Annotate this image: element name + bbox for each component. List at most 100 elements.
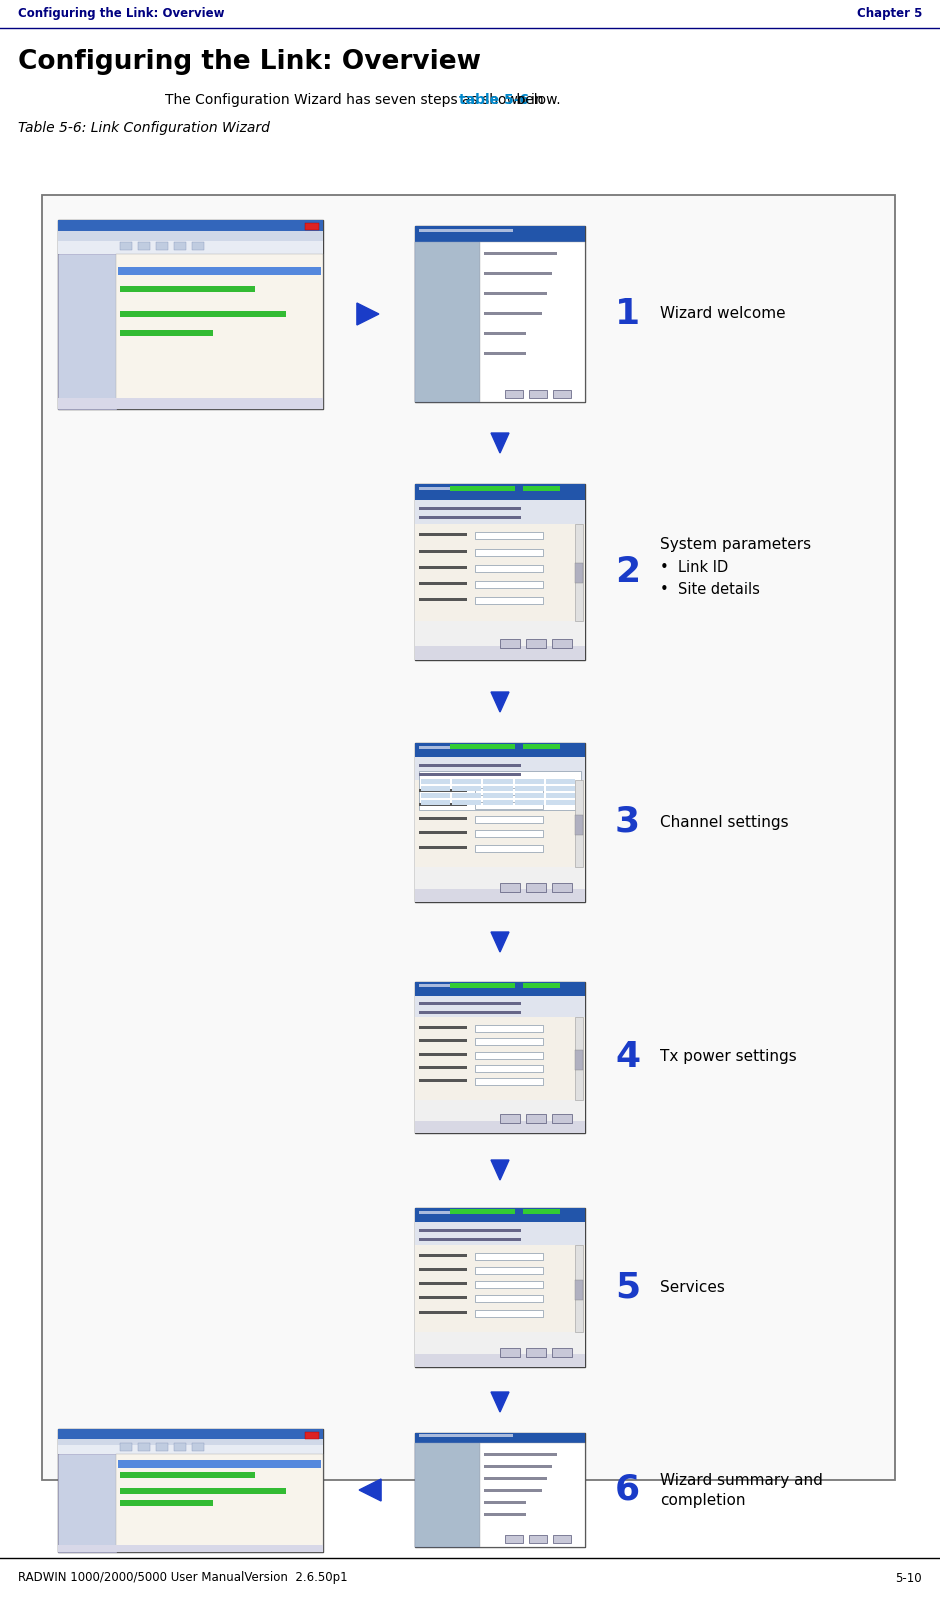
Bar xyxy=(415,1354,585,1367)
Bar xyxy=(419,534,466,536)
Bar xyxy=(483,800,512,805)
Bar xyxy=(58,1429,323,1439)
Bar xyxy=(475,565,542,571)
Text: RADWIN 1000/2000/5000 User ManualVersion  2.6.50p1: RADWIN 1000/2000/5000 User ManualVersion… xyxy=(18,1572,348,1585)
Bar xyxy=(120,1489,286,1493)
Bar xyxy=(575,1017,583,1100)
Bar xyxy=(546,780,575,784)
Bar xyxy=(419,764,521,767)
Bar xyxy=(419,229,512,233)
Bar xyxy=(419,1267,466,1270)
Bar xyxy=(483,1477,547,1480)
Bar xyxy=(58,1429,323,1553)
Bar xyxy=(419,1434,512,1437)
Bar xyxy=(58,231,323,241)
Bar xyxy=(415,996,585,1017)
Bar xyxy=(475,788,542,794)
Bar xyxy=(483,271,552,274)
Bar xyxy=(415,226,585,242)
Bar xyxy=(475,1282,542,1288)
Bar xyxy=(415,1432,585,1444)
Bar xyxy=(526,640,546,648)
Bar xyxy=(483,792,512,797)
Bar xyxy=(120,1472,255,1477)
Bar xyxy=(156,1444,168,1452)
Bar xyxy=(419,1067,466,1068)
Bar xyxy=(483,1489,541,1492)
Bar xyxy=(118,1460,321,1468)
Bar xyxy=(415,982,585,1132)
Bar xyxy=(117,253,323,409)
Bar xyxy=(452,800,481,805)
Bar xyxy=(415,226,585,403)
Bar xyxy=(419,746,512,749)
Bar xyxy=(419,789,466,791)
Bar xyxy=(500,640,520,648)
Bar xyxy=(415,1432,585,1546)
Bar xyxy=(415,1208,585,1367)
Bar xyxy=(419,1296,466,1299)
Bar xyxy=(419,582,466,585)
Bar xyxy=(529,1535,547,1543)
Bar xyxy=(415,484,585,659)
Bar xyxy=(419,550,466,553)
Bar xyxy=(419,507,521,510)
Bar xyxy=(526,1347,546,1357)
Bar xyxy=(546,800,575,805)
Bar xyxy=(529,390,547,398)
Polygon shape xyxy=(491,932,509,953)
Bar xyxy=(415,1222,585,1367)
Bar xyxy=(419,1229,521,1232)
Bar xyxy=(575,563,583,584)
Bar xyxy=(415,1121,585,1132)
Text: •  Site details: • Site details xyxy=(660,582,760,597)
Bar xyxy=(553,390,571,398)
Bar xyxy=(483,351,525,354)
Bar xyxy=(475,581,542,589)
Text: Tx power settings: Tx power settings xyxy=(660,1049,797,1065)
Text: 6: 6 xyxy=(615,1472,640,1508)
Bar xyxy=(138,242,150,250)
Bar xyxy=(483,1464,552,1468)
Bar xyxy=(500,1347,520,1357)
Bar xyxy=(421,792,450,797)
Bar xyxy=(415,242,479,403)
Bar xyxy=(58,1545,323,1553)
Bar xyxy=(419,1001,521,1004)
Bar xyxy=(419,831,466,834)
Bar xyxy=(58,253,117,409)
Bar xyxy=(483,780,512,784)
Bar xyxy=(475,1065,542,1071)
Bar xyxy=(42,196,895,1480)
Bar xyxy=(452,792,481,797)
Bar xyxy=(500,1115,520,1123)
Bar xyxy=(483,1453,557,1456)
Bar xyxy=(419,1039,466,1043)
Bar xyxy=(193,242,204,250)
Bar xyxy=(305,1432,319,1439)
Text: Wizard summary and: Wizard summary and xyxy=(660,1472,822,1487)
Bar xyxy=(419,1025,466,1028)
Text: •  Link ID: • Link ID xyxy=(660,560,728,574)
Bar xyxy=(58,1453,117,1553)
Text: The Configuration Wizard has seven steps as shown in: The Configuration Wizard has seven steps… xyxy=(165,93,548,107)
Bar xyxy=(575,1280,583,1299)
Bar xyxy=(415,1017,585,1100)
Bar xyxy=(120,311,286,316)
Bar xyxy=(475,1310,542,1317)
Bar xyxy=(475,1267,542,1274)
Bar xyxy=(575,1245,583,1331)
Bar xyxy=(419,1052,466,1055)
Bar xyxy=(120,1500,213,1506)
Text: 3: 3 xyxy=(615,805,640,839)
Polygon shape xyxy=(357,303,379,326)
Bar xyxy=(421,786,450,791)
Bar xyxy=(415,500,585,525)
Bar xyxy=(546,786,575,791)
Polygon shape xyxy=(491,433,509,452)
Bar xyxy=(475,816,542,823)
Bar xyxy=(415,646,585,659)
Bar xyxy=(475,802,542,808)
Bar xyxy=(120,242,133,250)
Bar xyxy=(523,486,560,491)
